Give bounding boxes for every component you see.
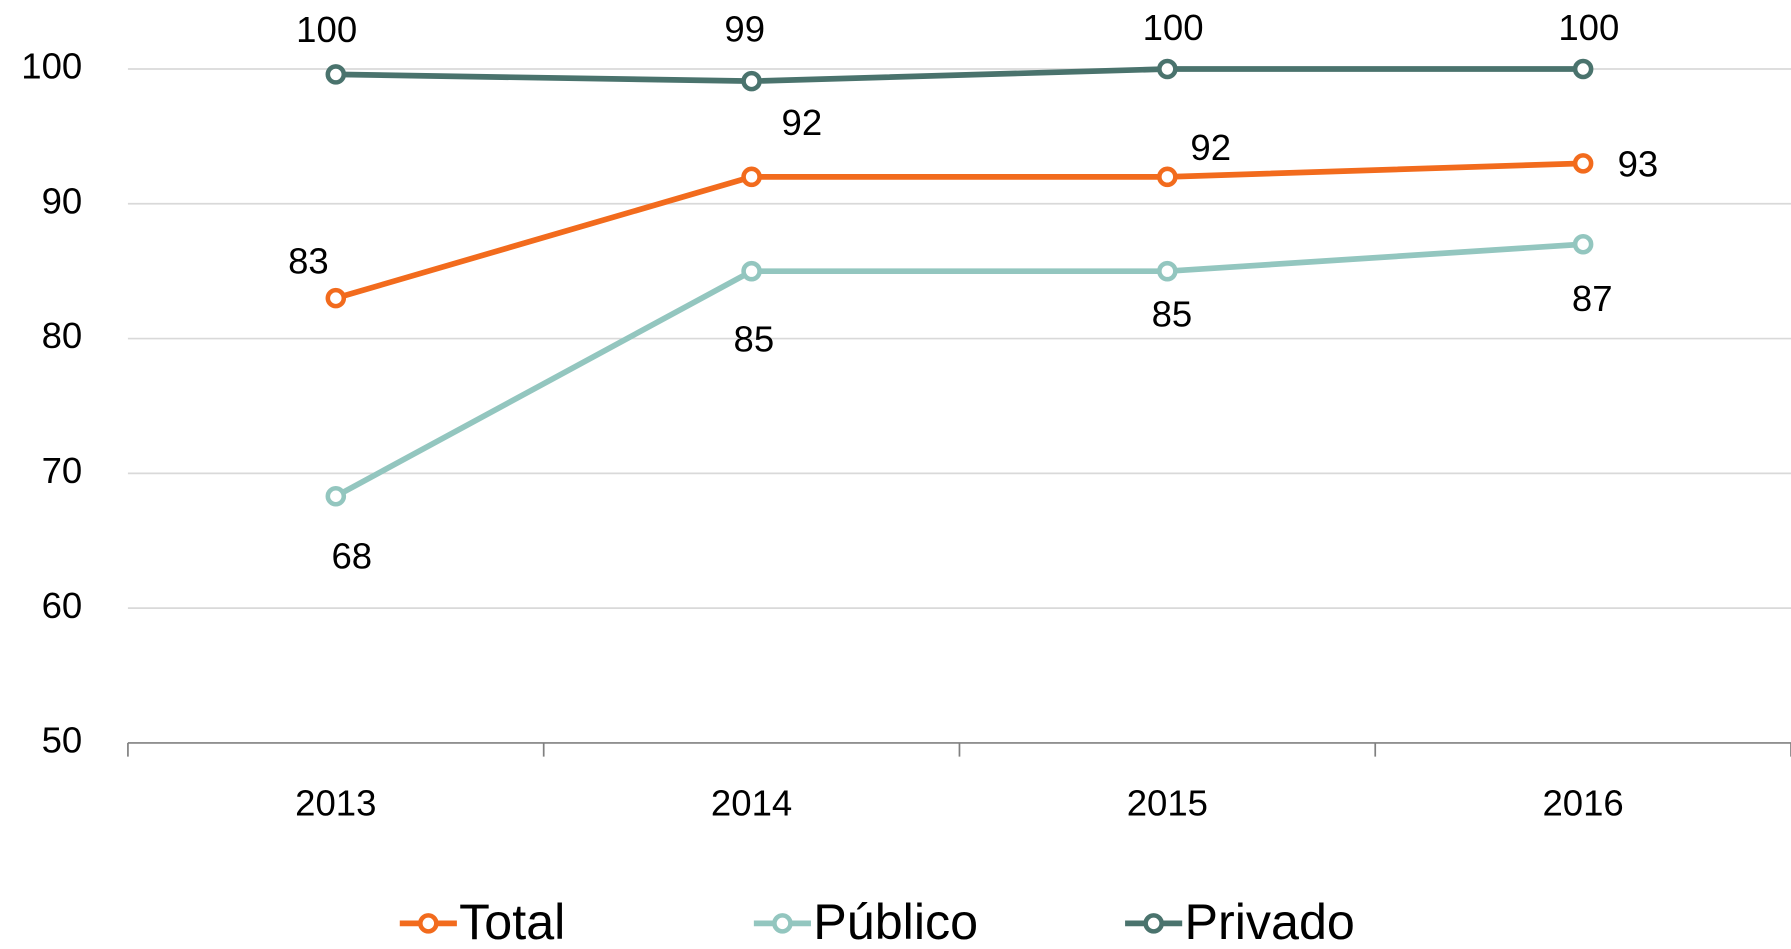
data-label: 87 — [1572, 278, 1613, 319]
legend-label: Privado — [1184, 894, 1354, 949]
marker — [741, 166, 762, 188]
legend-marker — [772, 913, 793, 934]
x-tick-label: 2016 — [1542, 782, 1623, 823]
data-label: 92 — [1190, 127, 1231, 168]
marker — [325, 287, 347, 309]
data-label: 100 — [1143, 7, 1204, 48]
plot-area: 50 60 70 80 90 100 2013 2014 2015 2016 83 92 92 93 68 8… — [21, 7, 1791, 823]
series-line — [335, 66, 1584, 84]
data-label: 85 — [734, 319, 775, 360]
marker — [1572, 58, 1594, 80]
series-line — [334, 241, 1584, 499]
data-label: 93 — [1618, 143, 1659, 184]
legend-label: Total — [459, 894, 565, 949]
legend-marker — [418, 913, 439, 934]
marker — [325, 485, 347, 507]
data-label: 100 — [1558, 7, 1619, 48]
data-label: 68 — [331, 536, 372, 577]
data-label: 99 — [724, 9, 765, 50]
x-tick-label: 2013 — [295, 782, 376, 823]
marker — [1157, 260, 1178, 282]
marker — [1572, 153, 1594, 174]
legend-marker — [1143, 913, 1164, 934]
y-tick-label: 80 — [42, 315, 83, 356]
marker — [1157, 58, 1178, 80]
data-label: 100 — [296, 9, 357, 50]
y-tick-label: 90 — [42, 180, 83, 221]
marker — [1572, 233, 1594, 255]
data-label: 92 — [782, 102, 823, 143]
marker — [325, 64, 347, 85]
y-tick-label: 50 — [42, 720, 83, 761]
x-tick-label: 2015 — [1127, 782, 1208, 823]
y-tick-label: 100 — [21, 46, 82, 87]
data-label: 83 — [288, 241, 329, 282]
marker — [1157, 166, 1178, 188]
x-tick-label: 2014 — [711, 782, 792, 823]
marker — [741, 260, 762, 282]
marker — [741, 70, 762, 92]
legend: Total Público Privado — [399, 894, 1355, 949]
data-label: 85 — [1152, 294, 1193, 335]
y-tick-label: 70 — [42, 450, 83, 491]
y-tick-label: 60 — [42, 585, 83, 626]
legend-label: Público — [813, 894, 978, 949]
series-line — [335, 160, 1584, 301]
